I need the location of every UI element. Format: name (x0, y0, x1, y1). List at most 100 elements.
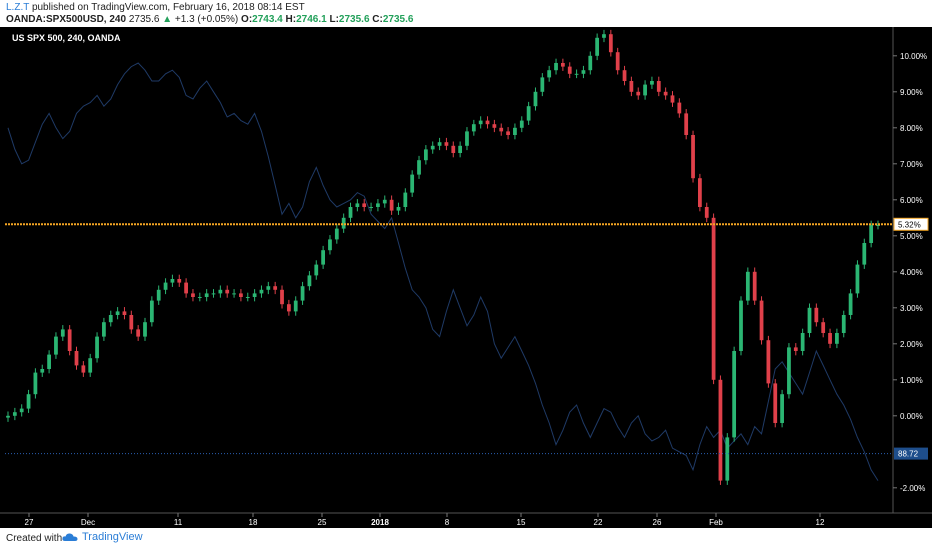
candle-body (533, 91, 538, 107)
candle-body (787, 347, 791, 395)
close-label: C: (372, 14, 383, 25)
x-tick-label: 26 (653, 518, 662, 527)
low-value: 2735.6 (338, 14, 370, 25)
footer: Created with TradingView (0, 528, 932, 550)
candle-body (410, 174, 415, 193)
x-tick-label: 18 (249, 518, 258, 527)
candle-body (12, 412, 17, 416)
candle-body (595, 37, 600, 56)
y-tick-label: 9.00% (900, 88, 923, 97)
candle-body (293, 300, 298, 312)
candle-body (704, 207, 709, 218)
candle-body (300, 286, 305, 301)
candle-body (239, 293, 243, 297)
candle-body (156, 289, 161, 301)
candle-body (252, 293, 257, 297)
candle-body (602, 34, 606, 38)
candle-body (382, 199, 387, 204)
candle-body (88, 358, 93, 373)
candle-body (519, 120, 524, 128)
candle-body (376, 203, 380, 207)
candle-body (465, 131, 469, 146)
price-marker-box (893, 217, 929, 231)
candle-body (33, 372, 38, 395)
author-link[interactable]: L.Z.T (6, 2, 30, 13)
candle-body (745, 271, 750, 301)
candle-body (108, 315, 113, 323)
candle-body (855, 264, 860, 294)
candle-body (670, 95, 675, 103)
candle-body (643, 84, 647, 96)
last-price: 2735.6 (128, 14, 160, 25)
candle-body (752, 271, 757, 301)
candle-body (122, 311, 127, 315)
candle-body (622, 70, 627, 81)
candle-body (177, 279, 182, 283)
candle-body (266, 286, 271, 290)
candle-body (143, 322, 147, 337)
candle-body (835, 333, 839, 344)
candle-body (793, 347, 798, 351)
x-tick-label: 15 (517, 518, 526, 527)
y-tick-label: 10.00% (900, 52, 927, 61)
publish-header: L.Z.T published on TradingView.com, Febr… (0, 0, 932, 27)
candle-body (841, 315, 846, 333)
candle-body (211, 293, 216, 295)
candle-body (430, 145, 435, 150)
candle-body (26, 394, 31, 409)
candle-body (540, 77, 545, 92)
candle-body (328, 239, 332, 251)
x-tick-label: 25 (318, 518, 327, 527)
candle-body (581, 70, 586, 74)
candle-body (608, 34, 613, 53)
candle-body (341, 217, 346, 229)
candle-body (636, 91, 641, 96)
cloud-icon (62, 533, 78, 542)
candle-body (204, 293, 209, 297)
candle-body (499, 127, 504, 132)
overlay-series-line (7, 62, 879, 481)
candle-body (862, 243, 867, 265)
y-tick-label: 3.00% (900, 304, 923, 313)
candle-body (711, 217, 716, 380)
x-tick-label: 11 (174, 518, 183, 527)
candle-body (60, 329, 65, 337)
tradingview-logo[interactable]: TradingView (62, 531, 143, 543)
x-tick-label: Dec (81, 518, 95, 527)
candle-body (766, 340, 771, 384)
price-chart[interactable]: 10.00% 9.00% 8.00% 7.00% 6.00% 5.00% 4.00% 3.00… (0, 27, 932, 528)
chart-background (0, 27, 932, 528)
candle-body (6, 415, 10, 418)
candle-body (814, 307, 819, 323)
candle-body (684, 113, 689, 135)
candle-body (739, 300, 743, 351)
candle-body (197, 297, 202, 298)
candle-body (245, 297, 250, 298)
candle-body (136, 329, 141, 337)
candle-body (773, 383, 778, 423)
x-tick-label: 22 (594, 518, 603, 527)
level-marker-label: 88.72 (898, 450, 919, 459)
candle-body (40, 369, 45, 373)
candle-body (588, 55, 593, 71)
candle-body (629, 81, 634, 92)
candle-body (780, 394, 784, 423)
candle-body (800, 333, 805, 351)
y-tick-label: 5.00% (900, 232, 923, 241)
candle-body (355, 203, 360, 207)
candle-body (170, 279, 175, 283)
price-marker-label: 5.32% (898, 220, 921, 229)
candle-body (321, 250, 326, 265)
x-tick-label: 2018 (371, 518, 389, 527)
candle-body (232, 293, 236, 295)
high-label: H: (285, 14, 297, 25)
candle-body (828, 333, 832, 344)
candle-body (314, 264, 319, 276)
candle-body (115, 311, 120, 315)
open-value: 2743.4 (252, 14, 283, 25)
close-value: 2735.6 (382, 14, 414, 25)
candle-body (506, 131, 510, 135)
candle-body (389, 199, 394, 211)
candle-body (526, 106, 531, 121)
open-label: O: (241, 14, 253, 25)
